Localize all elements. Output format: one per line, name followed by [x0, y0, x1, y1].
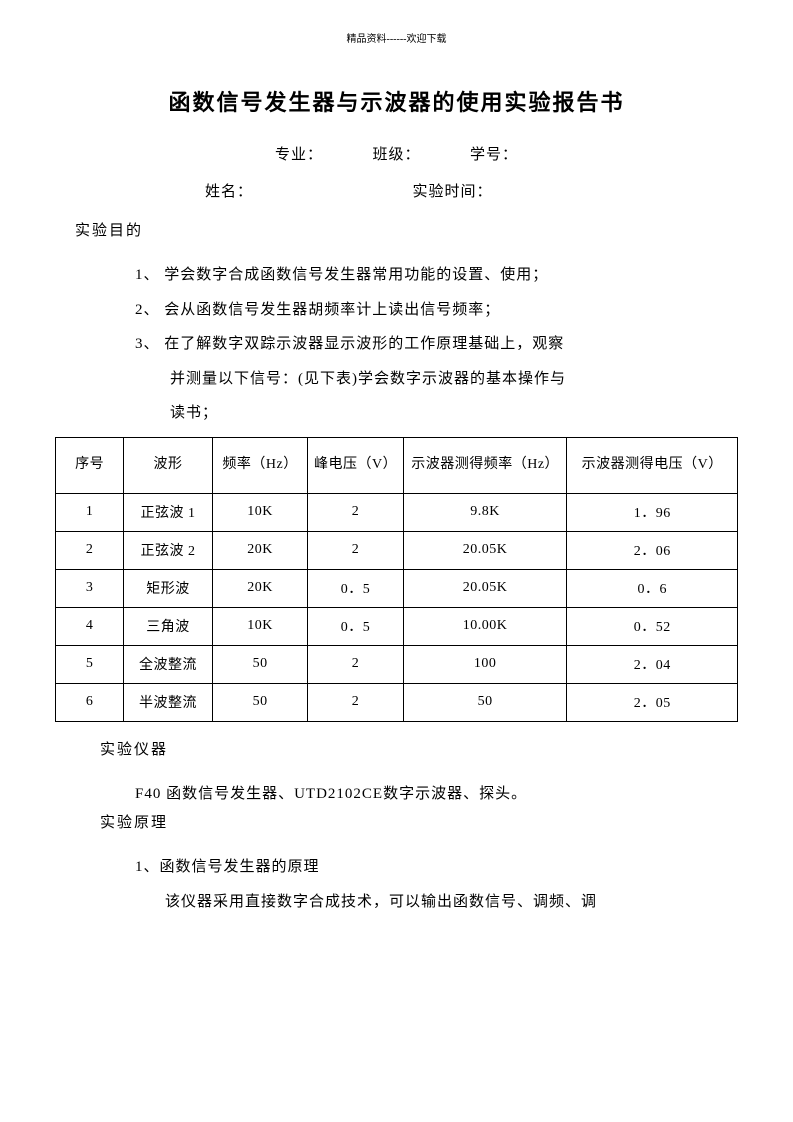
- data-table: 序号 波形 频率（Hz） 峰电压（V） 示波器测得频率（Hz） 示波器测得电压（…: [55, 437, 738, 722]
- table-row: 4 三角波 10K 0．5 10.00K 0．52: [56, 607, 738, 645]
- table-row: 6 半波整流 50 2 50 2．05: [56, 683, 738, 721]
- cell: 2．05: [567, 683, 738, 721]
- cell: 1．96: [567, 493, 738, 531]
- cell: 10K: [212, 493, 307, 531]
- section-principle-heading: 实验原理: [55, 811, 738, 832]
- cell: 正弦波 2: [124, 531, 213, 569]
- cell: 2: [308, 493, 403, 531]
- table-row: 3 矩形波 20K 0．5 20.05K 0．6: [56, 569, 738, 607]
- cell: 20.05K: [403, 569, 567, 607]
- table-header-row: 序号 波形 频率（Hz） 峰电压（V） 示波器测得频率（Hz） 示波器测得电压（…: [56, 437, 738, 493]
- major-label: 专业：: [275, 147, 323, 163]
- document-title: 函数信号发生器与示波器的使用实验报告书: [55, 85, 738, 117]
- purpose-item-3b: 并测量以下信号：(见下表)学会数字示波器的基本操作与: [55, 362, 738, 397]
- purpose-item-2: 2、 会从函数信号发生器胡频率计上读出信号频率；: [55, 293, 738, 328]
- cell: 矩形波: [124, 569, 213, 607]
- cell: 1: [56, 493, 124, 531]
- section-purpose-heading: 实验目的: [55, 219, 738, 240]
- th-voltage: 峰电压（V）: [308, 437, 403, 493]
- name-label: 姓名：: [205, 184, 253, 200]
- info-line-2: 姓名： 实验时间：: [55, 180, 738, 201]
- th-waveform: 波形: [124, 437, 213, 493]
- class-label: 班级：: [372, 147, 420, 163]
- table-row: 5 全波整流 50 2 100 2．04: [56, 645, 738, 683]
- cell: 6: [56, 683, 124, 721]
- cell: 0．5: [308, 569, 403, 607]
- cell: 2．06: [567, 531, 738, 569]
- cell: 10K: [212, 607, 307, 645]
- cell: 20K: [212, 569, 307, 607]
- th-meas-voltage: 示波器测得电压（V）: [567, 437, 738, 493]
- cell: 2: [308, 683, 403, 721]
- cell: 2．04: [567, 645, 738, 683]
- purpose-item-3a: 3、 在了解数字双踪示波器显示波形的工作原理基础上，观察: [55, 327, 738, 362]
- cell: 2: [308, 645, 403, 683]
- cell: 正弦波 1: [124, 493, 213, 531]
- cell: 20K: [212, 531, 307, 569]
- th-seq: 序号: [56, 437, 124, 493]
- purpose-item-1: 1、 学会数字合成函数信号发生器常用功能的设置、使用；: [55, 258, 738, 293]
- table-row: 1 正弦波 1 10K 2 9.8K 1．96: [56, 493, 738, 531]
- cell: 10.00K: [403, 607, 567, 645]
- cell: 5: [56, 645, 124, 683]
- cell: 三角波: [124, 607, 213, 645]
- cell: 0．6: [567, 569, 738, 607]
- cell: 3: [56, 569, 124, 607]
- cell: 4: [56, 607, 124, 645]
- cell: 100: [403, 645, 567, 683]
- section-instruments-heading: 实验仪器: [55, 738, 738, 759]
- principle-text: 该仪器采用直接数字合成技术，可以输出函数信号、调频、调: [55, 885, 738, 920]
- principle-item-1: 1、函数信号发生器的原理: [55, 850, 738, 885]
- cell: 9.8K: [403, 493, 567, 531]
- header-note: 精品资料------欢迎下载: [55, 30, 738, 45]
- purpose-item-3c: 读书；: [55, 396, 738, 431]
- cell: 2: [308, 531, 403, 569]
- cell: 50: [212, 683, 307, 721]
- instruments-text: F40 函数信号发生器、UTD2102CE数字示波器、探头。: [55, 777, 738, 812]
- cell: 半波整流: [124, 683, 213, 721]
- th-freq: 频率（Hz）: [212, 437, 307, 493]
- info-line-1: 专业： 班级： 学号：: [55, 143, 738, 164]
- table-row: 2 正弦波 2 20K 2 20.05K 2．06: [56, 531, 738, 569]
- time-label: 实验时间：: [413, 184, 493, 200]
- cell: 50: [403, 683, 567, 721]
- cell: 50: [212, 645, 307, 683]
- cell: 0．5: [308, 607, 403, 645]
- id-label: 学号：: [470, 147, 518, 163]
- cell: 2: [56, 531, 124, 569]
- cell: 全波整流: [124, 645, 213, 683]
- cell: 20.05K: [403, 531, 567, 569]
- th-meas-freq: 示波器测得频率（Hz）: [403, 437, 567, 493]
- cell: 0．52: [567, 607, 738, 645]
